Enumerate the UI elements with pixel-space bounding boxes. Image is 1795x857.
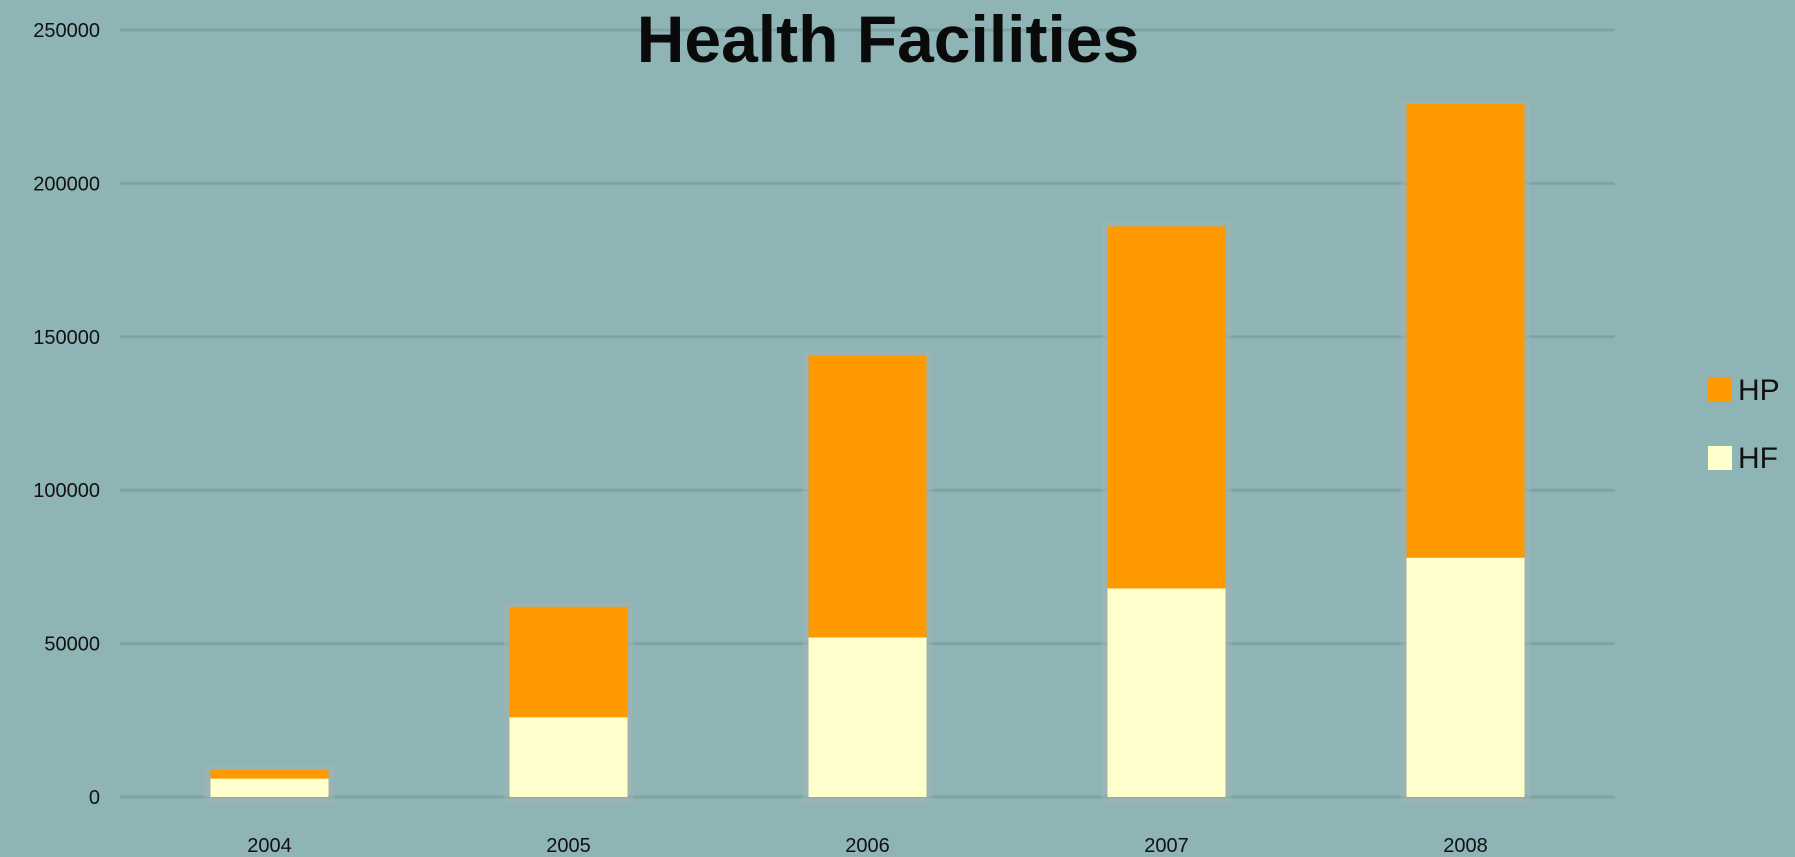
bar-hf-2005	[509, 717, 628, 797]
bar-hf-2004	[210, 778, 329, 797]
legend-label-hp: HP	[1738, 374, 1780, 407]
bar-hf-2008	[1406, 557, 1525, 797]
x-tick-label: 2004	[247, 835, 292, 857]
y-tick-label: 250000	[33, 20, 100, 42]
legend-swatch-hp	[1708, 378, 1732, 402]
bar-hp-2007	[1107, 226, 1226, 589]
chart-title: Health Facilities	[637, 2, 1140, 76]
legend-label-hf: HF	[1738, 442, 1778, 475]
x-tick-label: 2005	[546, 835, 591, 857]
bar-hp-2004	[210, 769, 329, 779]
bar-hp-2006	[808, 355, 927, 638]
x-axis-tick-labels: 2004 2005 2006 2007 2008	[247, 835, 1488, 857]
x-tick-label: 2008	[1443, 835, 1488, 857]
bar-hp-2008	[1406, 103, 1525, 558]
bar-hf-2007	[1107, 588, 1226, 797]
bar-hp-2005	[509, 606, 628, 718]
bars	[204, 99, 1531, 804]
y-tick-label: 200000	[33, 173, 100, 195]
y-tick-label: 0	[89, 787, 100, 809]
y-tick-label: 100000	[33, 480, 100, 502]
x-tick-label: 2007	[1144, 835, 1189, 857]
legend-swatch-hf	[1708, 446, 1732, 470]
y-tick-label: 50000	[44, 634, 100, 656]
x-tick-label: 2006	[845, 835, 890, 857]
y-axis-tick-labels: 0 50000 100000 150000 200000 250000	[33, 20, 100, 809]
bar-hf-2006	[808, 637, 927, 797]
y-tick-label: 150000	[33, 327, 100, 349]
legend: HP HF	[1708, 374, 1780, 475]
